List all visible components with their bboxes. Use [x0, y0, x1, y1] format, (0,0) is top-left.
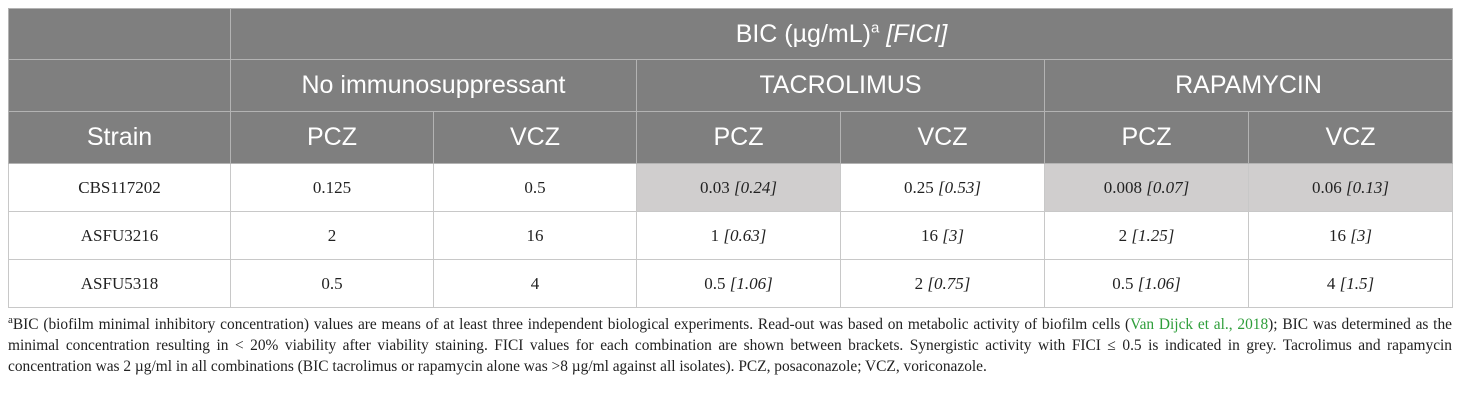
bic-value: 1 [710, 225, 720, 245]
bic-cell: 2 [1.25] [1044, 211, 1249, 260]
bic-value: 0.008 [1103, 177, 1142, 197]
bic-cell: 0.5 [1.06] [1044, 259, 1249, 308]
strain-cell: ASFU5318 [8, 259, 231, 308]
bic-cell: 0.5 [433, 163, 637, 212]
fici-value: [0.53] [938, 177, 981, 197]
strain-cell: ASFU3216 [8, 211, 231, 260]
bic-value: 0.06 [1312, 177, 1342, 197]
bic-value: 0.25 [904, 177, 934, 197]
bic-cell: 0.03 [0.24] [636, 163, 841, 212]
table-container: BIC (µg/mL)a [FICI] No immunosuppressant… [8, 8, 1454, 377]
fici-value: [1.06] [729, 273, 773, 293]
table-row: ASFU5318 0.5 4 0.5 [1.06] 2 [0.75] 0.5 [1.06]… [8, 259, 1454, 308]
bic-cell: 16 [3] [840, 211, 1045, 260]
bic-fici-table: BIC (µg/mL)a [FICI] No immunosuppressant… [8, 8, 1454, 308]
table-footnote: aBIC (biofilm minimal inhibitory concent… [8, 314, 1452, 377]
bic-cell: 16 [3] [1247, 211, 1454, 260]
header-drug: VCZ [433, 111, 637, 164]
bic-value: 4 [1326, 273, 1336, 293]
bic-cell: 0.25 [0.53] [840, 163, 1045, 212]
bic-cell: 0.5 [230, 259, 434, 308]
footnote-marker: a [8, 313, 13, 326]
fici-value: [1.25] [1131, 225, 1175, 245]
bic-cell: 16 [433, 211, 637, 260]
bic-cell: 0.125 [230, 163, 434, 212]
header-strain: Strain [8, 111, 231, 164]
bic-value: 16 [1329, 225, 1347, 245]
header-condition-rapamycin: RAPAMYCIN [1043, 59, 1454, 112]
bic-cell: 2 [0.75] [840, 259, 1045, 308]
bic-value: 2 [914, 273, 924, 293]
fici-value: [0.75] [927, 273, 971, 293]
header-drug: VCZ [840, 111, 1045, 164]
fici-value: [0.13] [1346, 177, 1390, 197]
fici-value: [1.5] [1339, 273, 1375, 293]
bic-value: 0.03 [700, 177, 730, 197]
table-row: ASFU3216 2 16 1 [0.63] 16 [3] 2 [1.25] 16 [3] [8, 211, 1454, 260]
bic-cell: 4 [1.5] [1247, 259, 1454, 308]
header-group-title: BIC (µg/mL)a [FICI] [229, 8, 1454, 60]
header-empty-strain-top [8, 59, 231, 112]
bic-value: 0.5 [321, 273, 343, 293]
group-title-footnote-marker: a [870, 19, 880, 37]
fici-value: [3] [942, 225, 964, 245]
header-empty-corner [8, 8, 231, 60]
bic-cell: 0.5 [1.06] [636, 259, 841, 308]
header-condition-tacrolimus: TACROLIMUS [636, 59, 1045, 112]
header-drug: PCZ [636, 111, 841, 164]
group-title-main: BIC (µg/mL) [735, 19, 871, 48]
group-title-fici: [FICI] [886, 19, 948, 48]
bic-cell: 0.06 [0.13] [1247, 163, 1454, 212]
footnote-citation-link[interactable]: Van Dijck et al., 2018 [1130, 316, 1269, 333]
bic-value: 0.5 [524, 177, 546, 197]
bic-cell: 0.008 [0.07] [1044, 163, 1249, 212]
strain-cell: CBS117202 [8, 163, 231, 212]
table-body: CBS117202 0.125 0.5 0.03 [0.24] 0.25 [0.53] 0… [8, 163, 1454, 308]
header-drug: VCZ [1247, 111, 1454, 164]
footnote-text-before: BIC (biofilm minimal inhibitory concentr… [12, 316, 1131, 333]
header-drug: PCZ [1044, 111, 1249, 164]
bic-value: 16 [921, 225, 938, 245]
bic-cell: 1 [0.63] [636, 211, 841, 260]
fici-value: [3] [1350, 225, 1373, 245]
header-drug: PCZ [230, 111, 434, 164]
table-row: CBS117202 0.125 0.5 0.03 [0.24] 0.25 [0.53] 0… [8, 163, 1454, 212]
footnote-text-after: ); BIC was determined as the minimal con… [8, 316, 1452, 375]
fici-value: [0.24] [734, 177, 777, 197]
bic-value: 16 [526, 225, 544, 245]
bic-value: 0.125 [312, 177, 352, 197]
bic-cell: 4 [433, 259, 637, 308]
header-condition-none: No immunosuppressant [230, 59, 637, 112]
bic-value: 0.5 [1112, 273, 1134, 293]
fici-value: [0.07] [1146, 177, 1190, 197]
fici-value: [0.63] [723, 225, 767, 245]
bic-value: 2 [1118, 225, 1128, 245]
fici-value: [1.06] [1137, 273, 1181, 293]
bic-cell: 2 [230, 211, 434, 260]
bic-value: 4 [530, 273, 540, 293]
bic-value: 2 [327, 225, 337, 245]
bic-value: 0.5 [704, 273, 726, 293]
